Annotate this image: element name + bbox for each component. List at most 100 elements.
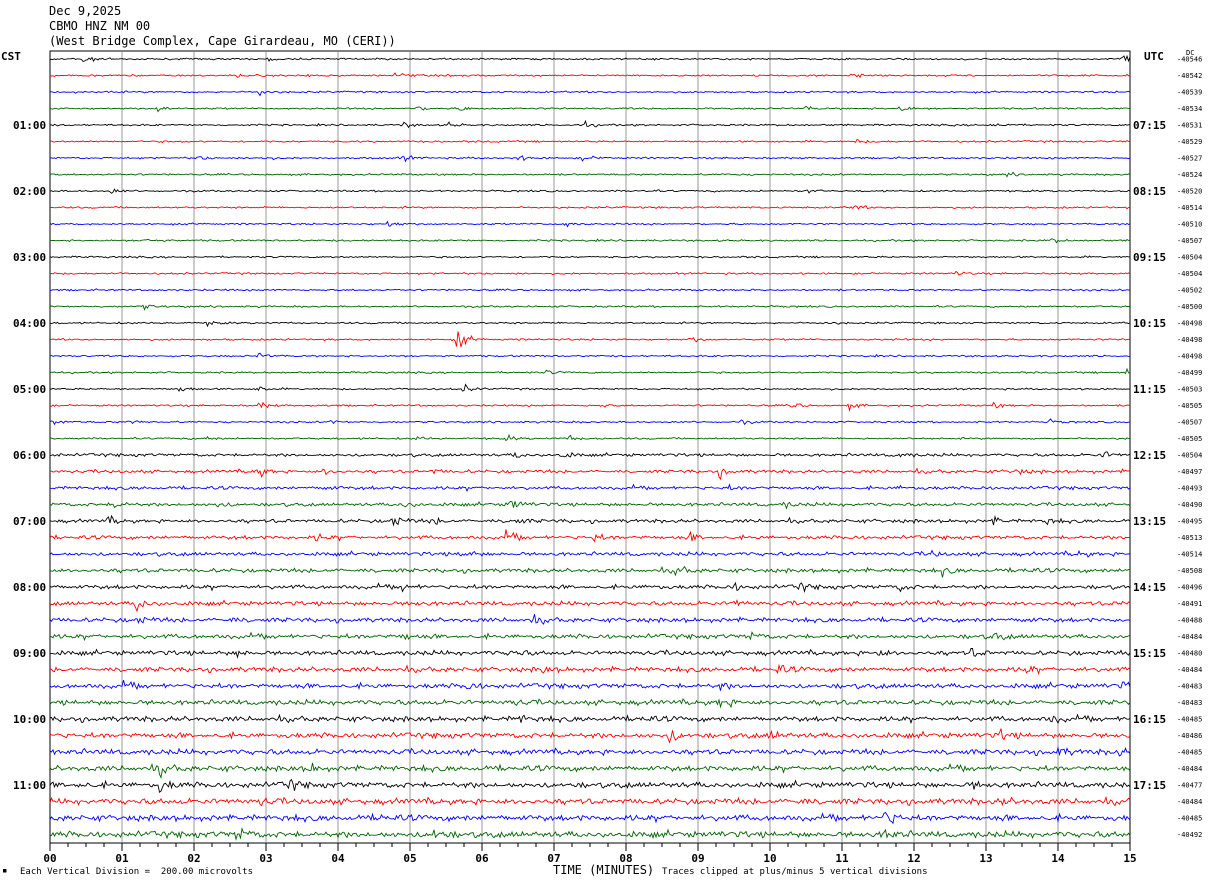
seismic-trace <box>49 138 1131 144</box>
seismic-trace <box>49 698 1131 709</box>
seismic-trace <box>49 90 1131 97</box>
seismic-trace <box>49 663 1131 676</box>
dc-offset-label: -40491 <box>1177 600 1202 608</box>
seismic-trace <box>49 631 1131 642</box>
dc-offset-label: -40484 <box>1177 798 1202 806</box>
utc-time-label: 17:15 <box>1133 779 1166 792</box>
x-tick-label: 09 <box>691 852 704 865</box>
x-tick-label: 00 <box>43 852 56 865</box>
seismic-trace <box>49 270 1131 276</box>
dc-offset-label: -40514 <box>1177 204 1202 212</box>
clip-note: Traces clipped at plus/minus 5 vertical … <box>662 867 928 877</box>
cst-time-label: 08:00 <box>13 581 46 594</box>
dc-offset-label: -40483 <box>1177 683 1202 691</box>
seismic-trace <box>49 171 1131 178</box>
x-tick-label: 15 <box>1123 852 1136 865</box>
seismic-trace <box>49 581 1131 593</box>
dc-offset-label: -40505 <box>1177 402 1202 410</box>
dc-offset-label: -40497 <box>1177 468 1202 476</box>
dc-offset-label: -40484 <box>1177 633 1202 641</box>
dc-offset-label: -40499 <box>1177 369 1202 377</box>
cst-time-label: 03:00 <box>13 251 46 264</box>
seismic-trace <box>49 54 1131 63</box>
cst-time-label: 04:00 <box>13 317 46 330</box>
seismic-trace <box>50 433 1131 442</box>
seismic-trace <box>49 614 1131 625</box>
dc-offset-label: -40485 <box>1177 815 1202 823</box>
seismic-trace <box>49 288 1131 292</box>
utc-time-label: 12:15 <box>1133 449 1166 462</box>
seismic-trace <box>49 367 1131 375</box>
seismic-trace <box>49 451 1131 458</box>
dc-offset-label: -40484 <box>1177 765 1202 773</box>
plot-date: Dec 9,2025 <box>49 4 122 18</box>
dc-offset-label: -40477 <box>1177 782 1202 790</box>
cst-time-label: 09:00 <box>13 647 46 660</box>
seismic-trace <box>49 188 1131 194</box>
seismic-trace <box>49 529 1131 543</box>
station-location: (West Bridge Complex, Cape Girardeau, MO… <box>49 34 396 48</box>
dc-offset-label: -40500 <box>1177 303 1202 311</box>
dc-offset-label: -40527 <box>1177 155 1202 163</box>
dc-offset-label: -40502 <box>1177 287 1202 295</box>
seismic-trace <box>49 549 1131 558</box>
seismic-trace <box>49 500 1131 510</box>
dc-offset-label: -40520 <box>1177 188 1202 196</box>
x-tick-label: 03 <box>259 852 272 865</box>
dc-offset-label: -40504 <box>1177 452 1202 460</box>
dc-offset-label: -40507 <box>1177 237 1202 245</box>
cst-time-label: 06:00 <box>13 449 46 462</box>
dc-offset-label: -40485 <box>1177 716 1202 724</box>
seismic-trace <box>49 105 1130 113</box>
x-tick-label: 12 <box>907 852 920 865</box>
dc-offset-label: -40485 <box>1177 749 1202 757</box>
dc-offset-label: -40504 <box>1177 270 1202 278</box>
seismic-trace <box>49 331 1131 348</box>
seismic-trace <box>49 713 1131 725</box>
utc-time-label: 08:15 <box>1133 185 1166 198</box>
utc-time-label: 14:15 <box>1133 581 1166 594</box>
dc-offset-label: -40505 <box>1177 435 1202 443</box>
x-tick-label: 14 <box>1051 852 1065 865</box>
dc-offset-label: -40531 <box>1177 122 1202 130</box>
cst-label: CST <box>1 50 21 63</box>
dc-offset-label: -40508 <box>1177 567 1202 575</box>
dc-offset-label: -40498 <box>1177 336 1202 344</box>
dc-offset-label: -40503 <box>1177 386 1202 394</box>
seismic-trace <box>49 220 1131 228</box>
dc-offset-label: -40546 <box>1177 56 1202 64</box>
seismic-trace <box>49 352 1131 358</box>
seismic-trace <box>49 72 1131 79</box>
cst-time-label: 01:00 <box>13 119 46 132</box>
utc-time-label: 07:15 <box>1133 119 1166 132</box>
division-note: Each Vertical Division = 200.00 microvol… <box>20 867 253 877</box>
seismic-trace <box>49 648 1131 659</box>
dc-offset-label: -40504 <box>1177 254 1202 262</box>
x-tick-label: 08 <box>619 852 632 865</box>
seismic-trace <box>49 155 1131 163</box>
dc-offset-label: -40496 <box>1177 584 1202 592</box>
cst-time-label: 07:00 <box>13 515 46 528</box>
cst-time-label: 11:00 <box>13 779 46 792</box>
seismic-trace <box>49 811 1131 825</box>
dc-offset-label: -40498 <box>1177 353 1202 361</box>
x-tick-label: 01 <box>115 852 129 865</box>
dc-offset-label: -40492 <box>1177 831 1202 839</box>
dc-offset-label: -40529 <box>1177 138 1202 146</box>
dc-offset-label: -40493 <box>1177 485 1202 493</box>
seismic-trace <box>49 238 1130 244</box>
dc-offset-label: -40484 <box>1177 666 1202 674</box>
dc-offset-label: -40539 <box>1177 89 1202 97</box>
utc-time-label: 11:15 <box>1133 383 1166 396</box>
x-tick-label: 04 <box>331 852 345 865</box>
utc-time-label: 15:15 <box>1133 647 1166 660</box>
station-code: CBMO HNZ NM 00 <box>49 19 151 33</box>
dc-offset-label: -40498 <box>1177 320 1202 328</box>
utc-label: UTC <box>1144 50 1164 63</box>
dc-offset-label: -40514 <box>1177 551 1202 559</box>
plot-frame <box>49 50 1131 844</box>
dc-offset-label: -40513 <box>1177 534 1202 542</box>
dc-offset-label: -40507 <box>1177 419 1202 427</box>
x-tick-label: 02 <box>187 852 200 865</box>
